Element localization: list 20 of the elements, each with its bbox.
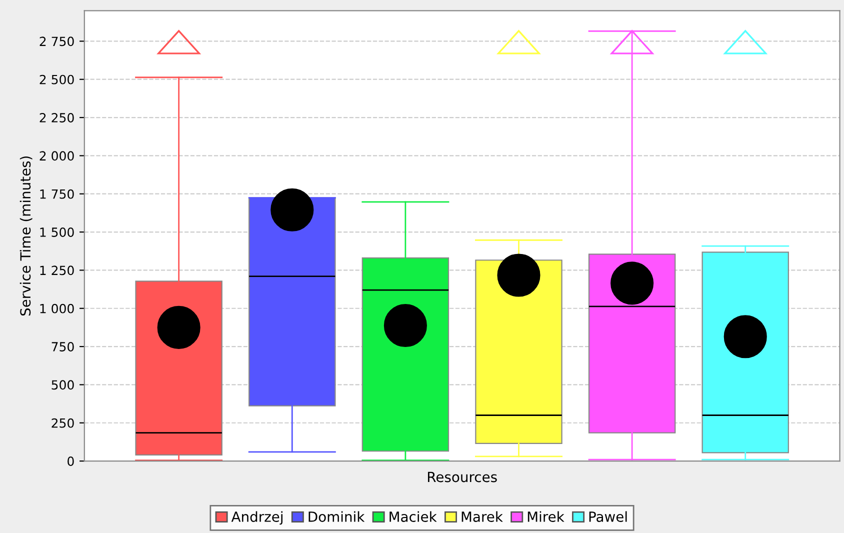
legend-label: Pawel — [589, 511, 627, 522]
y-tick-label: 2 750 — [40, 36, 74, 46]
y-tick-label: 1 250 — [40, 266, 74, 276]
y-tick-label: 2 250 — [40, 113, 74, 122]
legend-label: Andrzej — [231, 511, 282, 525]
legend-label: Dominik — [308, 511, 365, 522]
y-tick-label: 1 750 — [40, 189, 74, 199]
legend-label: Maciek — [390, 511, 437, 522]
y-axis-title: Service Time (minutes) — [20, 156, 32, 316]
y-tick-label: 1 000 — [40, 304, 74, 314]
x-axis-title: Resources — [428, 472, 497, 482]
y-tick-label: 750 — [52, 342, 74, 352]
y-tick-label: 1 500 — [40, 228, 74, 237]
legend-label: Marek — [462, 511, 503, 522]
y-tick-label: 0 — [68, 456, 74, 466]
y-tick-label: 250 — [52, 418, 74, 428]
y-tick-label: 2 500 — [40, 74, 74, 84]
y-tick-label: 2 000 — [40, 151, 74, 161]
legend-label: Mirek — [528, 511, 564, 522]
y-tick-label: 500 — [52, 380, 74, 390]
